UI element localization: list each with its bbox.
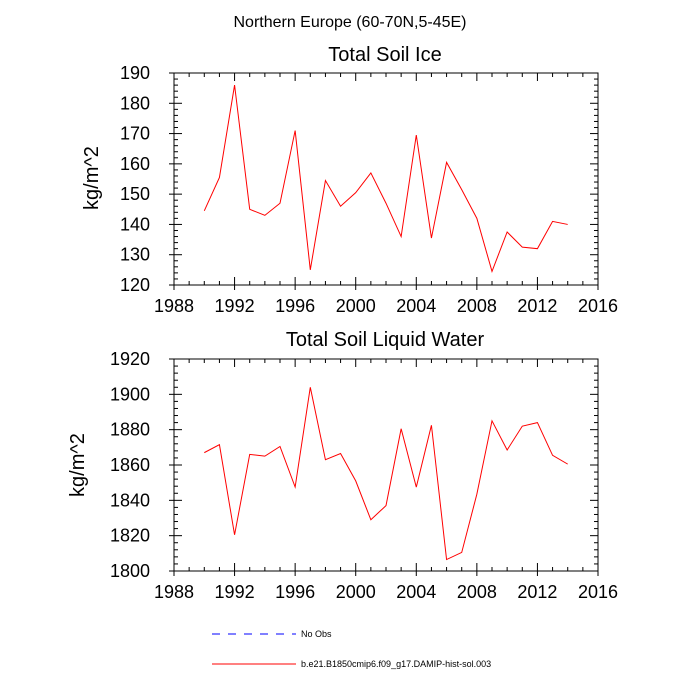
figure-title: Northern Europe (60-70N,5-45E) bbox=[233, 14, 466, 31]
x-tick-label: 2008 bbox=[457, 296, 497, 316]
x-tick-label: 2008 bbox=[457, 582, 497, 602]
legend: No Obs b.e21.B1850cmip6.f09_g17.DAMIP-hi… bbox=[212, 629, 491, 669]
y-tick-label: 1920 bbox=[110, 349, 150, 369]
series-line bbox=[204, 387, 568, 561]
y-tick-label: 130 bbox=[120, 245, 150, 265]
panel-2-y-axis-label: kg/m^2 bbox=[67, 433, 89, 497]
y-tick-label: 1860 bbox=[110, 455, 150, 475]
panel-1-plot-area: 1988 1992 1996 2000 2004 2008 2012 2016 120 130 14… bbox=[120, 63, 618, 316]
y-tick-label: 1800 bbox=[110, 561, 150, 581]
x-tick-label: 1992 bbox=[215, 582, 255, 602]
plot-frame bbox=[173, 72, 599, 286]
y-tick-label: 170 bbox=[120, 124, 150, 144]
x-tick-label: 1988 bbox=[154, 582, 194, 602]
x-tick-label: 2000 bbox=[336, 582, 376, 602]
x-tick-label: 2000 bbox=[336, 296, 376, 316]
x-tick-label: 1992 bbox=[215, 296, 255, 316]
x-tick-label: 2004 bbox=[396, 296, 436, 316]
x-tick-label: 2012 bbox=[517, 296, 557, 316]
x-tick-label: 2004 bbox=[396, 582, 436, 602]
x-tick-label: 2016 bbox=[578, 296, 618, 316]
plot-frame bbox=[173, 358, 599, 572]
y-tick-label: 140 bbox=[120, 214, 150, 234]
y-tick-label: 1840 bbox=[110, 490, 150, 510]
series-line bbox=[203, 85, 568, 273]
y-tick-label: 120 bbox=[120, 275, 150, 295]
y-tick-label: 160 bbox=[120, 154, 150, 174]
x-tick-label: 1996 bbox=[275, 296, 315, 316]
y-tick-label: 190 bbox=[120, 63, 150, 83]
x-tick-label: 1996 bbox=[275, 582, 315, 602]
x-tick-label: 1988 bbox=[154, 296, 194, 316]
y-tick-label: 180 bbox=[120, 93, 150, 113]
y-tick-label: 1900 bbox=[110, 384, 150, 404]
x-tick-label: 2016 bbox=[578, 582, 618, 602]
panel-2-title: Total Soil Liquid Water bbox=[286, 329, 485, 351]
legend-model-label: b.e21.B1850cmip6.f09_g17.DAMIP-hist-sol.… bbox=[301, 659, 491, 669]
legend-obs-label: No Obs bbox=[301, 629, 332, 639]
panel-1-y-axis-label: kg/m^2 bbox=[81, 146, 103, 210]
y-tick-label: 150 bbox=[120, 184, 150, 204]
y-tick-label: 1880 bbox=[110, 420, 150, 440]
x-tick-label: 2012 bbox=[517, 582, 557, 602]
y-tick-label: 1820 bbox=[110, 526, 150, 546]
panel-1-title: Total Soil Ice bbox=[328, 44, 441, 66]
panel-2-plot-area: 1988 1992 1996 2000 2004 2008 2012 2016 1800 1820… bbox=[110, 349, 618, 602]
panel-total-soil-ice: Total Soil Ice kg/m^2 1988 1992 1996 2000 20… bbox=[81, 44, 618, 316]
panel-total-soil-liquid-water: Total Soil Liquid Water kg/m^2 1988 1992 1… bbox=[67, 329, 618, 602]
